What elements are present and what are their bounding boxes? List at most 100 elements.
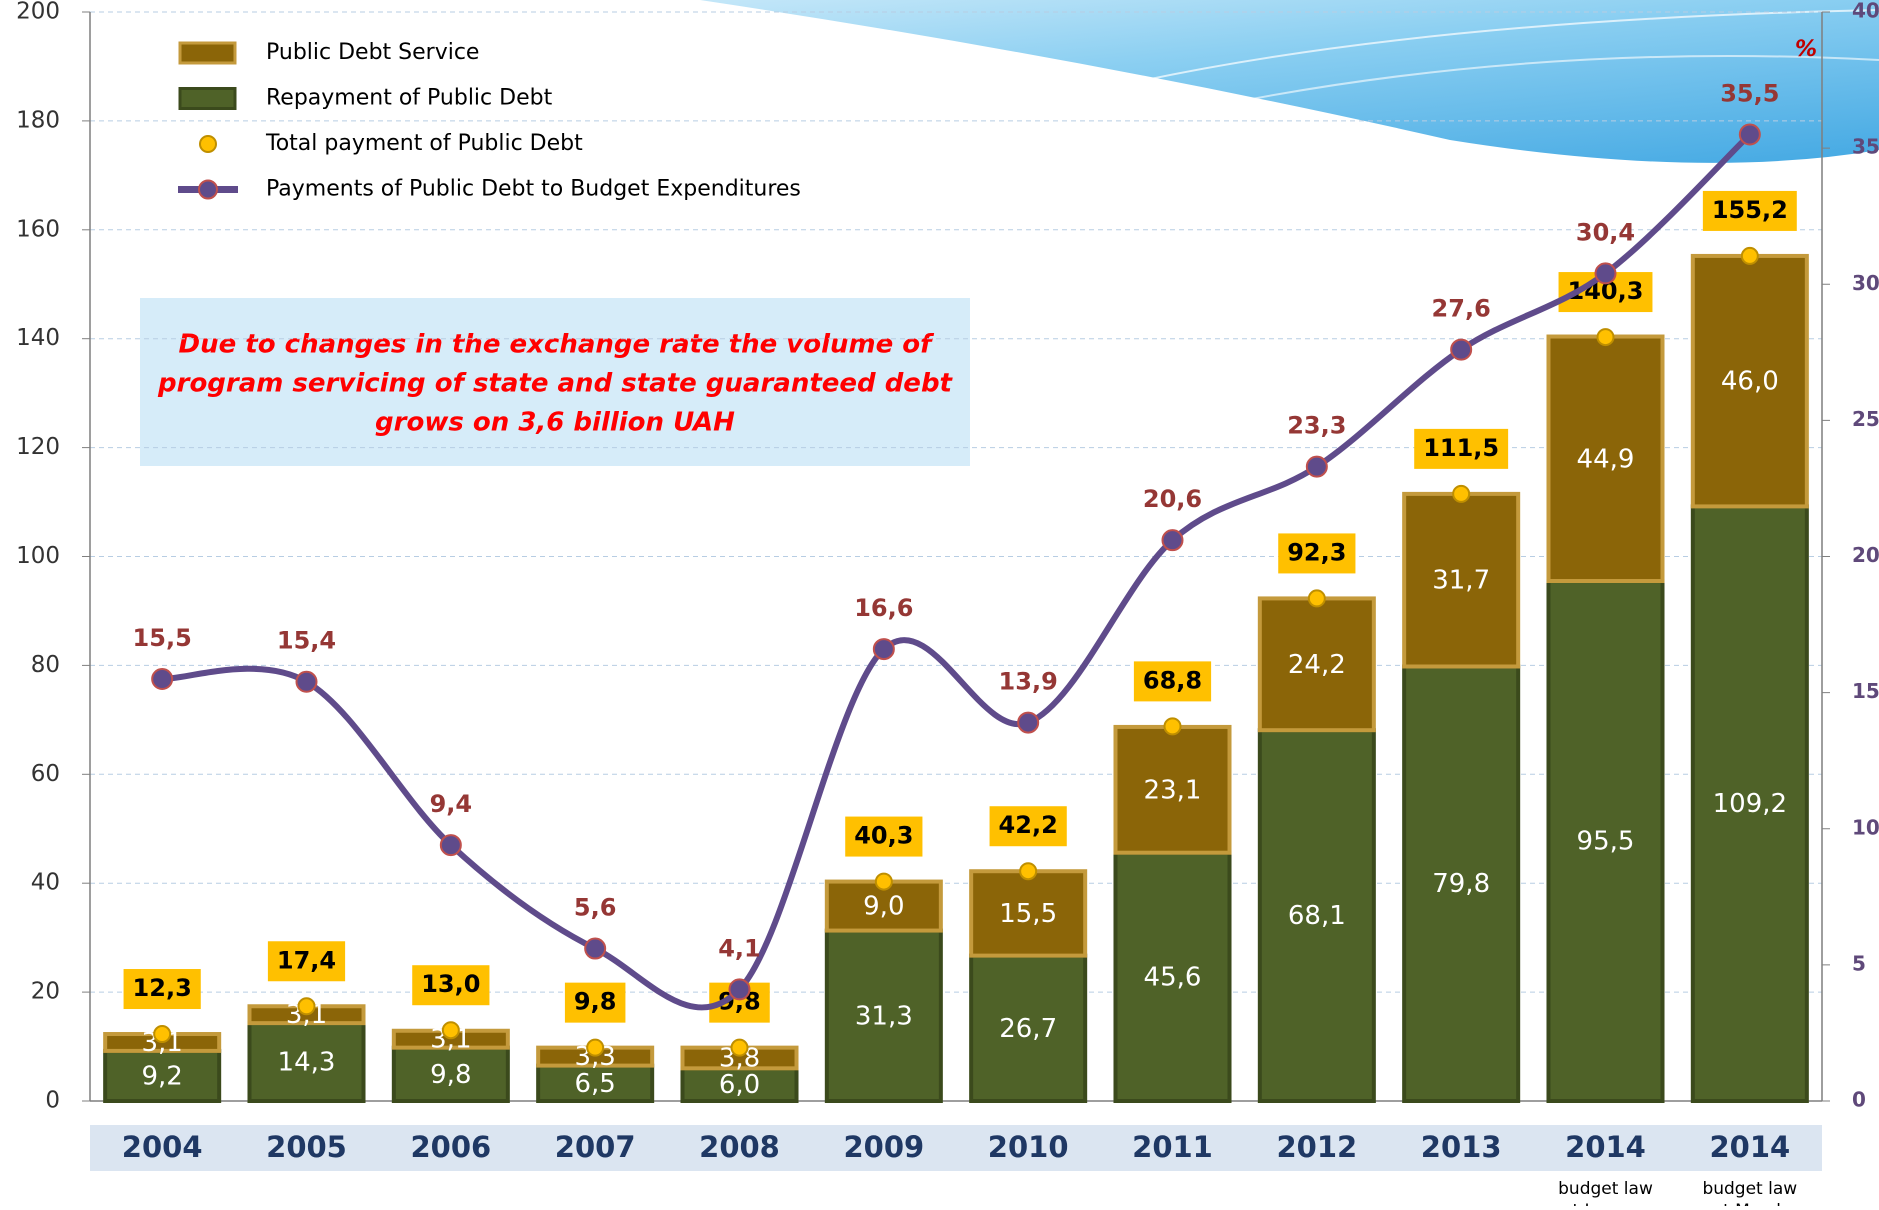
total-label-box: [412, 965, 490, 1006]
total-label: 13,0: [421, 970, 480, 998]
total-point: [1452, 484, 1471, 503]
line-value-label: 35,5: [1720, 80, 1779, 108]
total-label: 17,4: [277, 946, 336, 974]
line-marker: [151, 668, 174, 691]
line-marker: [584, 937, 607, 960]
background-wave: [60, 0, 1879, 163]
bar-value-label: 31,7: [1432, 566, 1490, 596]
line-marker: [1450, 338, 1473, 361]
y2-tick-label: 20: [1852, 543, 1879, 567]
y-tick-label: 200: [16, 0, 60, 25]
line-value-label: 16,6: [854, 594, 913, 622]
category-note: at January: [1562, 1201, 1649, 1206]
bar-value-label: 14,3: [278, 1048, 336, 1078]
x-tick-label: 2013: [1421, 1130, 1502, 1164]
bar-value-label: 46,0: [1721, 367, 1779, 397]
y-tick-label: 100: [16, 543, 60, 569]
line-value-label: 30,4: [1576, 218, 1635, 246]
bar-segment: [1402, 664, 1521, 1103]
total-label: 9,8: [574, 988, 617, 1016]
category-strip: [90, 1125, 1822, 1171]
line-value-label: 13,9: [999, 668, 1058, 696]
y2-tick-label: 0: [1852, 1088, 1866, 1112]
line-marker: [1017, 711, 1040, 734]
total-label-box: [1702, 190, 1797, 231]
x-tick-label: 2012: [1276, 1130, 1357, 1164]
background-streak: [1099, 9, 1879, 91]
legend-label: Total payment of Public Debt: [265, 131, 583, 156]
total-label-box: [989, 806, 1067, 847]
line-value-label: 9,4: [430, 790, 473, 818]
legend-swatch: [198, 179, 218, 200]
line-value-label: 23,3: [1287, 412, 1346, 440]
x-tick-label: 2006: [410, 1130, 491, 1164]
bar-value-label: 9,8: [430, 1060, 471, 1090]
bar-segment: [969, 869, 1088, 958]
total-label: 42,2: [999, 811, 1058, 839]
y-tick-label: 120: [16, 434, 60, 460]
bar-value-label: 79,8: [1432, 869, 1490, 899]
bar-value-label: 6,5: [574, 1069, 615, 1099]
x-tick-label: 2007: [555, 1130, 636, 1164]
bar-value-label: 45,6: [1144, 962, 1202, 992]
total-label-box: [1133, 661, 1212, 702]
bar-value-label: 6,0: [719, 1070, 760, 1100]
line-marker: [1161, 529, 1184, 552]
line-marker: [439, 834, 462, 857]
total-point: [297, 997, 316, 1016]
bar-value-label: 9,2: [141, 1061, 182, 1091]
total-label: 155,2: [1712, 196, 1788, 224]
bar-segment: [1113, 724, 1232, 855]
bar-value-label: 15,5: [999, 899, 1057, 929]
y2-tick-label: 10: [1852, 815, 1879, 839]
legend-swatch: [178, 87, 237, 110]
y2-tick-label: 25: [1852, 407, 1879, 431]
bar-value-label: 31,3: [855, 1001, 913, 1031]
annotation-box: [140, 298, 970, 466]
bar-segment: [1690, 253, 1809, 509]
bar-value-label: 95,5: [1577, 827, 1635, 857]
x-tick-label: 2008: [699, 1130, 780, 1164]
y2-tick-label: 30: [1852, 271, 1879, 295]
total-label: 12,3: [133, 974, 192, 1002]
bar-value-label: 68,1: [1288, 901, 1346, 931]
total-point: [586, 1038, 605, 1057]
legend-label: Payments of Public Debt to Budget Expend…: [266, 177, 801, 202]
x-tick-label: 2009: [843, 1130, 924, 1164]
bar-segment: [103, 1048, 222, 1104]
y-tick-label: 20: [31, 979, 60, 1005]
line-value-label: 20,6: [1143, 485, 1202, 513]
y-tick-label: 140: [16, 325, 60, 351]
total-point: [730, 1038, 749, 1057]
bar-value-label: 23,1: [1144, 775, 1202, 805]
total-point: [874, 872, 893, 891]
bar-value-label: 44,9: [1577, 444, 1635, 474]
bar-value-label: 9,0: [863, 892, 904, 922]
y2-tick-label: 40: [1852, 0, 1879, 23]
total-label-box: [564, 982, 626, 1023]
total-label-box: [845, 816, 923, 857]
bar-value-label: 109,2: [1713, 789, 1787, 819]
category-note: budget law: [1558, 1179, 1653, 1199]
total-point: [153, 1025, 172, 1044]
total-point: [1740, 246, 1759, 265]
y-tick-label: 180: [16, 107, 60, 133]
line-value-label: 15,5: [133, 624, 192, 652]
bar-value-label: 26,7: [999, 1014, 1057, 1044]
line-marker: [1305, 455, 1328, 478]
background-streak: [1149, 55, 1879, 121]
bar-segment: [391, 1045, 510, 1104]
total-label-box: [123, 969, 201, 1010]
total-label-box: [1278, 533, 1356, 574]
line-marker: [728, 978, 751, 1001]
line-marker: [295, 670, 318, 693]
legend-swatch: [199, 135, 217, 153]
line-value-label: 4,1: [718, 934, 761, 962]
x-tick-label: 2014: [1709, 1130, 1790, 1164]
total-label: 40,3: [854, 822, 913, 850]
category-note: budget law: [1702, 1179, 1797, 1199]
total-label-box: [267, 941, 346, 982]
annotation-line: program servicing of state and state gua…: [157, 369, 954, 399]
y-tick-label: 0: [45, 1088, 60, 1114]
